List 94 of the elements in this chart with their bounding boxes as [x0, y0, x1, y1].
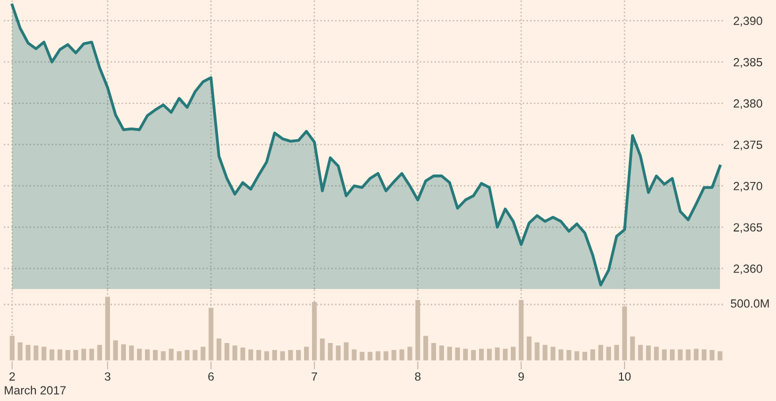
bar [240, 347, 246, 361]
bar [550, 346, 556, 361]
bar [479, 348, 484, 361]
bar [471, 350, 476, 361]
bar [304, 346, 309, 361]
bar [463, 348, 468, 361]
y-tick-label: 2,370 [734, 182, 762, 192]
bar [392, 350, 396, 361]
bar [320, 338, 325, 361]
bar [129, 346, 134, 361]
bar [423, 336, 428, 361]
bar [296, 350, 301, 361]
bar [216, 338, 222, 361]
bar [710, 350, 714, 361]
bar [447, 346, 452, 361]
bar [494, 347, 500, 361]
x-tick-label: 10 [618, 372, 631, 381]
bar [272, 350, 278, 361]
bar [694, 348, 699, 361]
bar [248, 349, 254, 361]
bar [558, 349, 564, 361]
x-tick-label: 7 [312, 372, 318, 381]
bar [614, 344, 620, 361]
bar [18, 342, 22, 361]
bar [407, 346, 412, 361]
bar [152, 350, 158, 361]
bar [439, 346, 444, 361]
bar [399, 349, 404, 361]
x-tick-label: 6 [208, 372, 214, 381]
bar [542, 344, 548, 361]
bar [97, 344, 102, 361]
bar [288, 350, 293, 361]
y-tick-label: 2,385 [734, 58, 762, 68]
bar [184, 350, 190, 361]
bar [678, 349, 683, 361]
bar [137, 348, 142, 361]
bar [686, 349, 691, 361]
ref-line-label: 500.0M [730, 299, 769, 308]
bar [630, 336, 635, 361]
x-tick-label: 9 [518, 372, 524, 381]
bar [486, 348, 492, 361]
bar [200, 346, 206, 361]
bar [654, 346, 659, 361]
bar [34, 346, 38, 361]
bar [352, 349, 357, 361]
bar [344, 342, 349, 361]
bar [702, 349, 706, 361]
x-tick-label: 3 [104, 372, 110, 381]
bar [646, 346, 651, 361]
bar [144, 349, 150, 361]
bar [566, 350, 572, 361]
y-tick-label: 2,390 [734, 16, 762, 26]
bar [224, 342, 230, 361]
bar [328, 342, 333, 361]
bar [638, 344, 643, 361]
bar [368, 352, 372, 361]
bar [26, 344, 30, 361]
x-tick-label: 8 [415, 372, 421, 381]
bar [192, 350, 198, 361]
bar [431, 342, 436, 361]
bar [360, 352, 364, 361]
y-tick-label: 2,360 [734, 264, 762, 274]
bar [606, 346, 612, 361]
x-tick-label: 2 [9, 372, 15, 381]
bar [232, 346, 238, 361]
bar [510, 346, 516, 361]
bar [57, 349, 62, 361]
x-axis-title: March 2017 [4, 386, 66, 394]
bar [168, 348, 174, 361]
bar [376, 351, 380, 361]
bar [526, 336, 532, 361]
bar [256, 350, 262, 361]
bar [73, 350, 78, 361]
bar [455, 347, 460, 361]
bar [670, 349, 675, 361]
bar [502, 348, 508, 361]
bar [89, 348, 94, 361]
bar [42, 346, 46, 361]
y-tick-label: 2,375 [734, 140, 762, 150]
bar [662, 349, 667, 361]
y-tick-label: 2,365 [734, 223, 762, 233]
bar [121, 344, 126, 361]
bar [590, 349, 596, 361]
bar [280, 351, 285, 361]
bar [336, 346, 341, 361]
bar [384, 351, 388, 361]
bar [534, 342, 540, 361]
y-tick-label: 2,380 [734, 99, 762, 110]
bar [50, 349, 54, 361]
bar [81, 348, 86, 361]
bar [113, 340, 118, 361]
bar [718, 351, 722, 361]
bar [65, 350, 70, 361]
bar [598, 344, 604, 361]
